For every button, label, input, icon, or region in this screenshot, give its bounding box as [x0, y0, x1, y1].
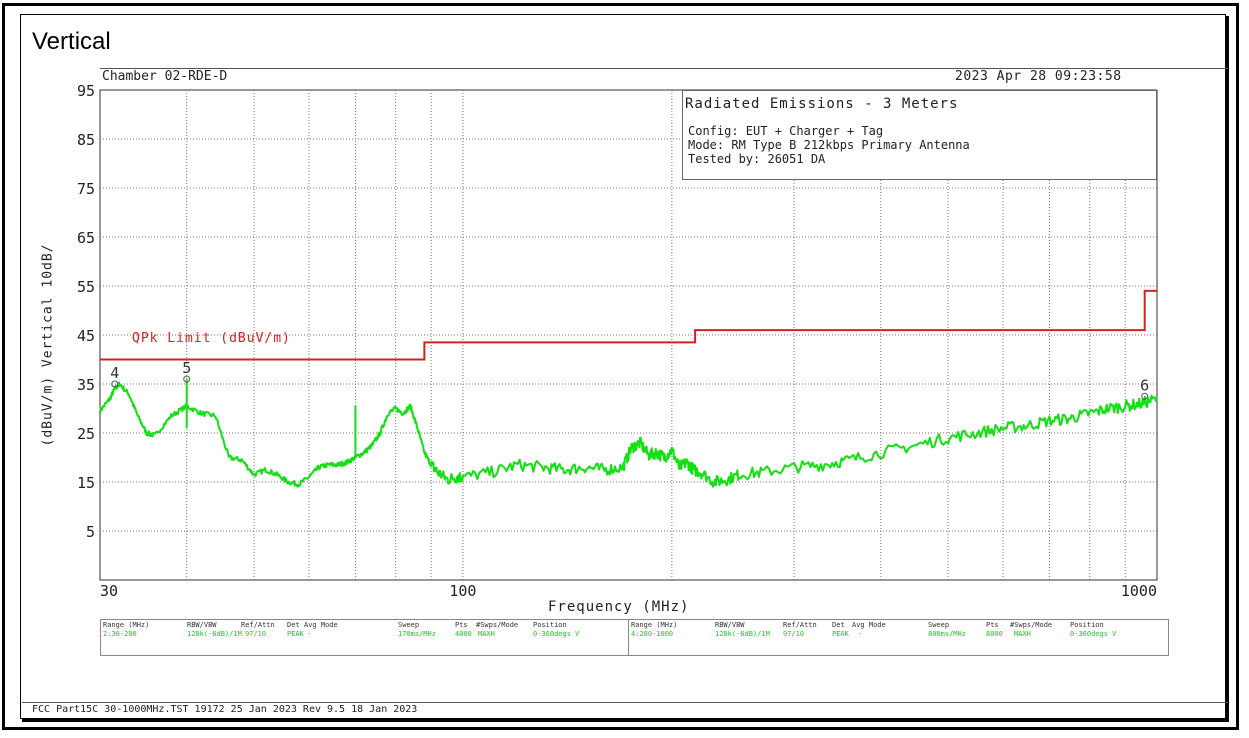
- y-tick-label: 95: [77, 82, 95, 100]
- settings-right-header-range: Range (MHz): [631, 621, 678, 629]
- legend-config: Config: EUT + Charger + Tag: [688, 124, 884, 138]
- settings-right-header-avg: Avg Mode: [852, 621, 886, 629]
- y-axis-label: (dBuV/m) Vertical 10dB/: [40, 243, 56, 447]
- settings-right-header-ref: Ref/Attn: [783, 621, 817, 629]
- y-tick-label: 5: [86, 523, 95, 541]
- settings-left-value-det: PEAK: [287, 630, 304, 638]
- chamber-label: Chamber 02-RDE-D: [102, 69, 228, 84]
- settings-left-value-swps: MAXH: [478, 630, 495, 638]
- qpk-limit-line: [100, 289, 1157, 361]
- test-datetime: 2023 Apr 28 09:23:58: [955, 69, 1122, 84]
- settings-right-value-swps: MAXH: [1014, 630, 1031, 638]
- settings-right-header-sweep: Sweep: [928, 621, 950, 629]
- settings-left-header-rbw: RBW/VBW: [187, 621, 217, 629]
- y-tick-label: 25: [77, 425, 95, 443]
- settings-left-header-range: Range (MHz): [103, 621, 150, 629]
- title-rule: [100, 68, 1228, 69]
- legend-tester: Tested by: 26051 DA: [688, 152, 826, 166]
- settings-left-value-sweep: 170ms/MHz: [398, 630, 436, 638]
- x-axis-label: Frequency (MHz): [548, 599, 690, 615]
- settings-right-header-swps: #Swps/Mode: [1010, 621, 1053, 629]
- y-tick-label: 15: [77, 474, 95, 492]
- frame-shadow-bottom: [22, 719, 1229, 722]
- settings-left-header-position: Position: [533, 621, 567, 629]
- settings-right-header-pts: Pts: [986, 621, 999, 629]
- settings-left-header-sweep: Sweep: [398, 621, 420, 629]
- settings-right-value-range: 4:200-1000: [631, 630, 674, 638]
- settings-left-header-avg: Avg Mode: [304, 621, 338, 629]
- legend-title: Radiated Emissions - 3 Meters: [685, 96, 959, 112]
- settings-right-header-det: Det: [832, 621, 845, 629]
- settings-right-value-det: PEAK: [832, 630, 849, 638]
- legend-mode: Mode: RM Type B 212kbps Primary Antenna: [688, 138, 970, 152]
- inner-frame: [20, 14, 1226, 719]
- settings-right-value-rbw: 120k(-6dB)/1M: [715, 630, 770, 638]
- settings-right-value-position: 0-360degs V: [1070, 630, 1117, 638]
- settings-left-header-pts: Pts: [455, 621, 468, 629]
- settings-left-value-pts: 4000: [455, 630, 472, 638]
- marker-point: [183, 375, 191, 383]
- x-tick-label: 30: [100, 582, 118, 600]
- qpk-limit-label: QPk Limit (dBuV/m): [132, 331, 291, 346]
- x-tick-label: 100: [449, 582, 476, 600]
- footer-rule: [22, 702, 1228, 703]
- settings-left-value-avg: -: [307, 630, 312, 638]
- y-tick-label: 65: [77, 229, 95, 247]
- y-tick-label: 55: [77, 278, 95, 296]
- marker-point: [111, 380, 119, 388]
- settings-left-value-range: 2:30-200: [103, 630, 137, 638]
- settings-right-header-position: Position: [1070, 621, 1104, 629]
- settings-left-value-rbw: 120k(-6dB)/1M: [187, 630, 242, 638]
- settings-left-value-position: 0-360degs V: [533, 630, 580, 638]
- settings-left-header-swps: #Swps/Mode: [476, 621, 519, 629]
- marker-label: 5: [182, 359, 191, 377]
- legend-box: [682, 90, 1157, 180]
- settings-table: [100, 619, 1169, 656]
- settings-right-value-sweep: 800ms/MHz: [928, 630, 966, 638]
- marker-label: 6: [1140, 376, 1149, 394]
- footer-text: FCC Part15C 30-1000MHz.TST 19172 25 Jan …: [32, 704, 418, 715]
- y-tick-label: 45: [77, 327, 95, 345]
- marker-point: [1141, 392, 1149, 400]
- frame-shadow-right: [1226, 16, 1229, 721]
- settings-left-header-det: Det: [287, 621, 300, 629]
- marker-label: 4: [110, 364, 119, 382]
- settings-divider: [628, 619, 629, 656]
- y-tick-label: 75: [77, 180, 95, 198]
- settings-right-header-rbw: RBW/VBW: [715, 621, 745, 629]
- settings-right-value-ref: 97/10: [783, 630, 805, 638]
- settings-right-value-pts: 8000: [986, 630, 1003, 638]
- page-title: Vertical: [32, 28, 111, 55]
- y-tick-label: 35: [77, 376, 95, 394]
- outer-frame: [2, 3, 1239, 730]
- settings-left-header-ref: Ref/Attn: [241, 621, 275, 629]
- settings-left-value-ref: 97/10: [245, 630, 267, 638]
- settings-right-value-avg: -: [858, 630, 863, 638]
- y-tick-label: 85: [77, 131, 95, 149]
- x-tick-label: 1000: [1121, 582, 1157, 600]
- measurement-trace: [99, 381, 1158, 488]
